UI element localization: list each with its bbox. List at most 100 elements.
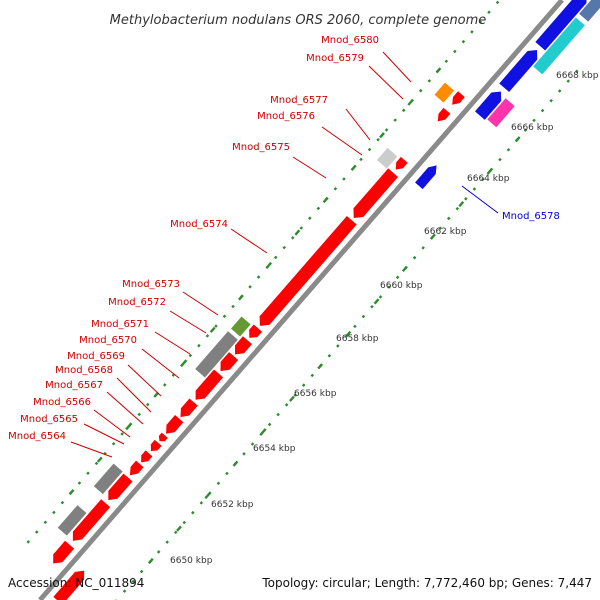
major-tick [294,229,301,236]
leader-line [182,291,219,316]
tick-dot [122,589,127,593]
tick-dot [231,304,235,309]
tick-dot [438,226,442,231]
tick-dot [387,285,391,289]
leader-line [321,126,363,156]
tick-dot [310,373,315,378]
major-tick [379,132,385,139]
major-tick [322,197,329,204]
tick-dot [359,157,363,162]
tick-dot [401,108,406,113]
leader-line [345,108,371,141]
gene-feature [535,0,587,51]
tick-dot [478,20,483,24]
tick-dot [248,285,252,289]
gene-label: Mnod_6577 [270,95,328,106]
tick-dot [120,432,124,436]
tick-dot [455,206,460,211]
tick-dot [461,39,466,44]
leader-line [70,441,113,458]
tick-dot [276,412,280,417]
gene-feature [533,17,585,75]
gene-label: Mnod_6579 [306,53,364,64]
tick-dot [301,383,306,387]
gene-feature [395,156,408,170]
tick-dot [259,432,263,437]
major-tick [96,456,103,463]
tick-dot [453,49,457,54]
major-tick [181,359,188,366]
tick-dot [205,334,210,338]
gene-feature [579,0,600,22]
gene-feature [452,91,465,105]
tick-dot [327,353,332,358]
gene-label: Mnod_6567 [45,380,103,391]
major-tick [68,489,75,496]
gene-feature [487,98,515,128]
tick-dot [180,363,184,368]
major-tick [176,525,182,532]
tick-dot [222,314,227,319]
tick-dot [412,255,417,260]
gene-label: Mnod_6575 [232,142,290,153]
scale-labels: 6650 kbp 6652 kbp 6654 kbp 6656 kbp 6658 kbp… [170,71,599,566]
tick-dot [470,30,474,34]
gene-feature [499,49,538,92]
major-tick [407,99,414,106]
leader-line [127,364,162,397]
leader-line [169,310,207,334]
tick-dot [86,471,90,475]
gene-label: Mnod_6566 [33,397,91,408]
tick-dot [197,343,201,348]
map-title: Methylobacterium nodulans ORS 2060, comp… [110,13,487,28]
tick-dot [291,236,295,240]
tick-dot [216,481,221,486]
tick-dot [376,137,380,142]
gene-label: Mnod_6571 [91,319,149,330]
tick-dot [370,304,374,309]
tick-dot [367,147,372,152]
tick-dot [208,491,212,495]
tick-dot [540,108,545,113]
gene-label: Mnod_6578 [502,211,560,222]
tick-dot [566,79,570,83]
tick-dot [256,275,261,279]
tick-dot [336,344,340,348]
tick-dot [145,402,150,407]
major-tick [232,460,239,467]
scale-tick-label: 6664 kbp [467,174,510,184]
gene-feature [166,415,184,434]
scale-tick-label: 6666 kbp [511,123,554,133]
tick-dot [282,245,286,250]
major-tick [204,493,211,500]
tick-dot [418,88,423,93]
tick-dot [250,442,255,446]
tick-dot [506,148,511,152]
major-tick [458,201,465,208]
tick-dot [395,275,400,280]
tick-dot [273,255,278,260]
leader-line [154,331,191,355]
tick-dot [427,79,432,83]
tick-dot [308,216,312,220]
gene-feature [93,463,123,495]
gene-feature [53,570,85,600]
major-tick [147,557,154,565]
major-tick [486,168,493,175]
gene-feature [434,82,455,103]
gene-feature [377,147,398,169]
gene-feature [231,316,251,337]
tick-dot [495,0,500,5]
tick-dot [173,530,178,535]
gene-feature [415,165,437,190]
tick-dot [574,69,579,74]
tick-dot [421,246,425,250]
scale-tick-label: 6658 kbp [336,334,379,344]
tick-dot [60,500,65,505]
major-tick [373,298,380,305]
gene-label: Mnod_6574 [170,219,228,230]
gene-label: Mnod_6576 [257,111,315,122]
tick-dot [128,422,133,426]
scale-tick-label: 6650 kbp [170,556,213,566]
tick-dot [498,157,502,162]
